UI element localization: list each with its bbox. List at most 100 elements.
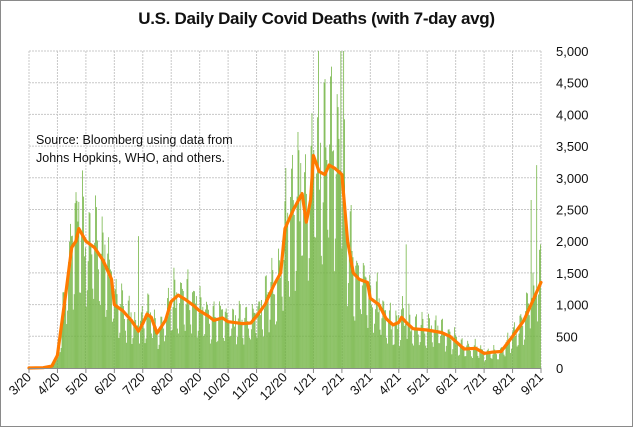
daily-bar [166, 313, 167, 368]
daily-bar [412, 343, 414, 368]
daily-bar [377, 312, 379, 368]
daily-bar [118, 338, 120, 368]
daily-bar [202, 306, 204, 368]
daily-bar [158, 344, 160, 368]
daily-bar [376, 272, 378, 368]
daily-bar [169, 308, 171, 368]
daily-bar [334, 238, 336, 368]
daily-bar [234, 326, 235, 368]
daily-bar [171, 329, 173, 368]
daily-bar [383, 301, 385, 368]
daily-bar [86, 290, 88, 368]
daily-bar [466, 345, 468, 368]
daily-bar [339, 170, 341, 368]
daily-bar [250, 339, 251, 368]
daily-bar [204, 334, 206, 368]
daily-bar [306, 220, 308, 368]
daily-bar [489, 351, 491, 368]
daily-bar [252, 308, 254, 368]
daily-bar [415, 316, 416, 368]
daily-bar [225, 308, 227, 368]
daily-bar [195, 303, 196, 368]
daily-bar [302, 255, 304, 368]
y-tick-label: 3,000 [556, 171, 589, 186]
daily-bar [222, 309, 223, 368]
source-annotation: Source: Bloomberg using data from Johns … [36, 131, 233, 167]
daily-bar [208, 323, 210, 368]
daily-bar [253, 312, 255, 368]
daily-bar [395, 310, 397, 368]
daily-bar [109, 259, 110, 368]
daily-bar [303, 212, 304, 368]
daily-bar [87, 261, 89, 368]
daily-bar [312, 163, 314, 368]
daily-bar [73, 294, 75, 368]
daily-bar [95, 195, 96, 368]
daily-bar [485, 359, 486, 368]
daily-bar [444, 333, 445, 368]
daily-bar [122, 290, 124, 368]
daily-bar [206, 301, 207, 368]
daily-bar [198, 312, 200, 368]
daily-bar [123, 306, 124, 368]
daily-bar [493, 345, 495, 368]
x-tick-label: 8/21 [489, 370, 518, 399]
daily-bar [264, 276, 266, 368]
daily-bar [330, 76, 331, 369]
daily-bar [53, 364, 55, 368]
y-tick-label: 0 [556, 361, 563, 376]
daily-bar [119, 332, 121, 368]
daily-bar [292, 200, 294, 368]
daily-bar [381, 318, 383, 368]
daily-bar [323, 82, 325, 368]
daily-bar [81, 233, 82, 368]
daily-bar [197, 330, 199, 368]
daily-bar [422, 318, 424, 368]
daily-bar [96, 207, 97, 368]
daily-bar [405, 244, 407, 368]
daily-bar [319, 142, 321, 368]
daily-bar [319, 189, 320, 368]
daily-bar [97, 240, 98, 368]
daily-bar [518, 333, 520, 368]
daily-bar [194, 291, 195, 368]
daily-bar [92, 288, 94, 368]
daily-bar [151, 333, 152, 368]
daily-bar [329, 144, 331, 368]
daily-bar [154, 318, 156, 368]
daily-bar [160, 316, 162, 368]
daily-bar [238, 300, 240, 368]
x-tick-label: 6/20 [91, 370, 120, 399]
daily-bar [288, 281, 290, 368]
x-tick-labels: 3/20 4/20 5/20 6/20 7/20 8/20 9/2010/2011/2012… [6, 370, 547, 404]
daily-bar [354, 320, 356, 368]
daily-bar [483, 354, 484, 368]
daily-bar [58, 347, 60, 368]
daily-bar [342, 200, 344, 368]
daily-bar [321, 264, 323, 368]
daily-bar [177, 328, 179, 368]
daily-bar [187, 269, 189, 368]
x-tick-label: 4/21 [375, 370, 404, 399]
daily-bar [344, 119, 345, 368]
daily-bar [432, 346, 434, 368]
daily-bar [101, 216, 103, 368]
daily-bar [301, 255, 303, 368]
daily-bar [61, 322, 63, 368]
daily-bar [146, 311, 148, 368]
daily-bar [273, 294, 275, 368]
daily-bar [55, 359, 56, 368]
daily-bar [136, 329, 138, 368]
daily-bar [474, 338, 476, 368]
daily-bar [278, 248, 279, 368]
daily-bar [463, 346, 465, 368]
daily-bar [263, 336, 264, 368]
daily-bar [528, 315, 530, 368]
daily-bar [307, 280, 309, 368]
daily-bar [105, 316, 107, 368]
daily-bar [501, 347, 503, 368]
daily-bar [185, 304, 187, 368]
daily-bar [374, 309, 376, 368]
daily-bar [62, 292, 64, 368]
daily-bar [382, 300, 384, 368]
